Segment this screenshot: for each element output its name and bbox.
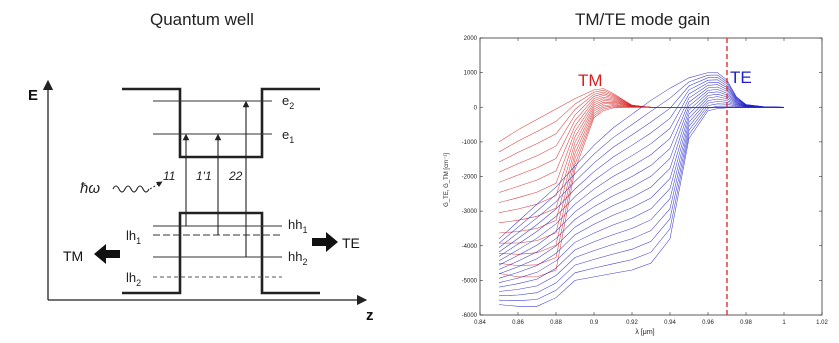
y-tick-label: -6000 bbox=[462, 313, 478, 319]
photon-energy-label: ħω bbox=[80, 180, 100, 197]
e2-label: e2 bbox=[282, 93, 294, 111]
x-tick-label: 0.9 bbox=[590, 320, 599, 326]
transition-1p1-label: 1'1 bbox=[196, 169, 212, 183]
te-gain-curve bbox=[498, 74, 785, 244]
y-tick-label: 0 bbox=[474, 105, 478, 111]
y-tick-label: 1000 bbox=[464, 71, 478, 77]
photon-arrow bbox=[149, 181, 163, 190]
te-gain-curve bbox=[498, 103, 785, 297]
te-gain-curve bbox=[498, 91, 785, 275]
chart-xlabel: λ [μm] bbox=[635, 329, 654, 336]
valence-band bbox=[122, 211, 320, 295]
tm-gain-curve bbox=[498, 107, 784, 278]
quantum-well-panel: E z e2 e1 hh1 hh2 lh1 lh2 11 1'1 22 ħω T… bbox=[0, 0, 420, 338]
te-gain-curve bbox=[498, 93, 785, 279]
y-tick-label: -3000 bbox=[462, 209, 478, 215]
te-gain-curve bbox=[498, 79, 785, 253]
x-tick-label: 1 bbox=[782, 320, 786, 326]
e1-label: e1 bbox=[282, 127, 294, 145]
te-gain-curve bbox=[498, 77, 785, 248]
transition-22-label: 22 bbox=[228, 169, 243, 183]
tm-arrow-icon bbox=[94, 244, 120, 264]
x-tick-label: 0.94 bbox=[664, 320, 676, 326]
y-tick-label: -5000 bbox=[462, 278, 478, 284]
y-tick-label: 2000 bbox=[464, 36, 478, 42]
tm-label-left: TM bbox=[63, 248, 83, 264]
x-tick-label: 1.02 bbox=[816, 320, 828, 326]
te-gain-curve bbox=[498, 96, 785, 283]
te-gain-curve bbox=[498, 84, 785, 262]
quantum-well-title: Quantum well bbox=[150, 10, 254, 29]
te-arrow-icon bbox=[312, 232, 338, 252]
quantum-well-diagram: E z e2 e1 hh1 hh2 lh1 lh2 11 1'1 22 ħω T… bbox=[28, 79, 374, 324]
te-gain-curve bbox=[498, 98, 785, 288]
x-tick-label: 0.98 bbox=[740, 320, 752, 326]
gain-chart-panel: 0.84 0.86 0.88 0.9 0.92 0.94 0.96 0.98 1 1.02 2000… bbox=[420, 0, 839, 338]
te-gain-curve bbox=[498, 72, 785, 240]
transition-11-label: 11 bbox=[163, 169, 175, 183]
photon-wave-icon bbox=[112, 185, 150, 193]
hh1-label: hh1 bbox=[288, 217, 307, 235]
te-label-left: TE bbox=[342, 235, 360, 251]
hh2-label: hh2 bbox=[288, 249, 307, 267]
z-axis-label: z bbox=[366, 307, 374, 324]
te-gain-curve bbox=[498, 86, 785, 266]
conduction-band bbox=[122, 87, 320, 159]
y-tick-label: -2000 bbox=[462, 175, 478, 181]
x-tick-label: 0.88 bbox=[550, 320, 562, 326]
te-curve-label: TE bbox=[730, 68, 752, 87]
lh1-label: lh1 bbox=[126, 228, 141, 246]
x-tick-label: 0.96 bbox=[702, 320, 714, 326]
chart-ylabel: G_TE, G_TM [cm⁻¹] bbox=[444, 153, 450, 207]
te-gain-curve bbox=[498, 89, 785, 270]
x-tick-label: 0.84 bbox=[474, 320, 486, 326]
te-gain-curve bbox=[498, 105, 785, 301]
te-gain-curve bbox=[498, 101, 785, 292]
y-tick-label: -1000 bbox=[462, 140, 478, 146]
te-gain-curve bbox=[498, 107, 784, 307]
gain-chart-title: TM/TE mode gain bbox=[575, 10, 711, 29]
x-tick-label: 0.92 bbox=[626, 320, 638, 326]
te-gain-curve bbox=[498, 81, 785, 257]
e-axis-label: E bbox=[28, 87, 38, 104]
x-tick-label: 0.86 bbox=[512, 320, 524, 326]
gain-chart: 0.84 0.86 0.88 0.9 0.92 0.94 0.96 0.98 1 1.02 2000… bbox=[444, 36, 828, 336]
y-tick-label: -4000 bbox=[462, 244, 478, 250]
tm-curve-label: TM bbox=[578, 71, 603, 90]
lh2-label: lh2 bbox=[126, 270, 141, 288]
